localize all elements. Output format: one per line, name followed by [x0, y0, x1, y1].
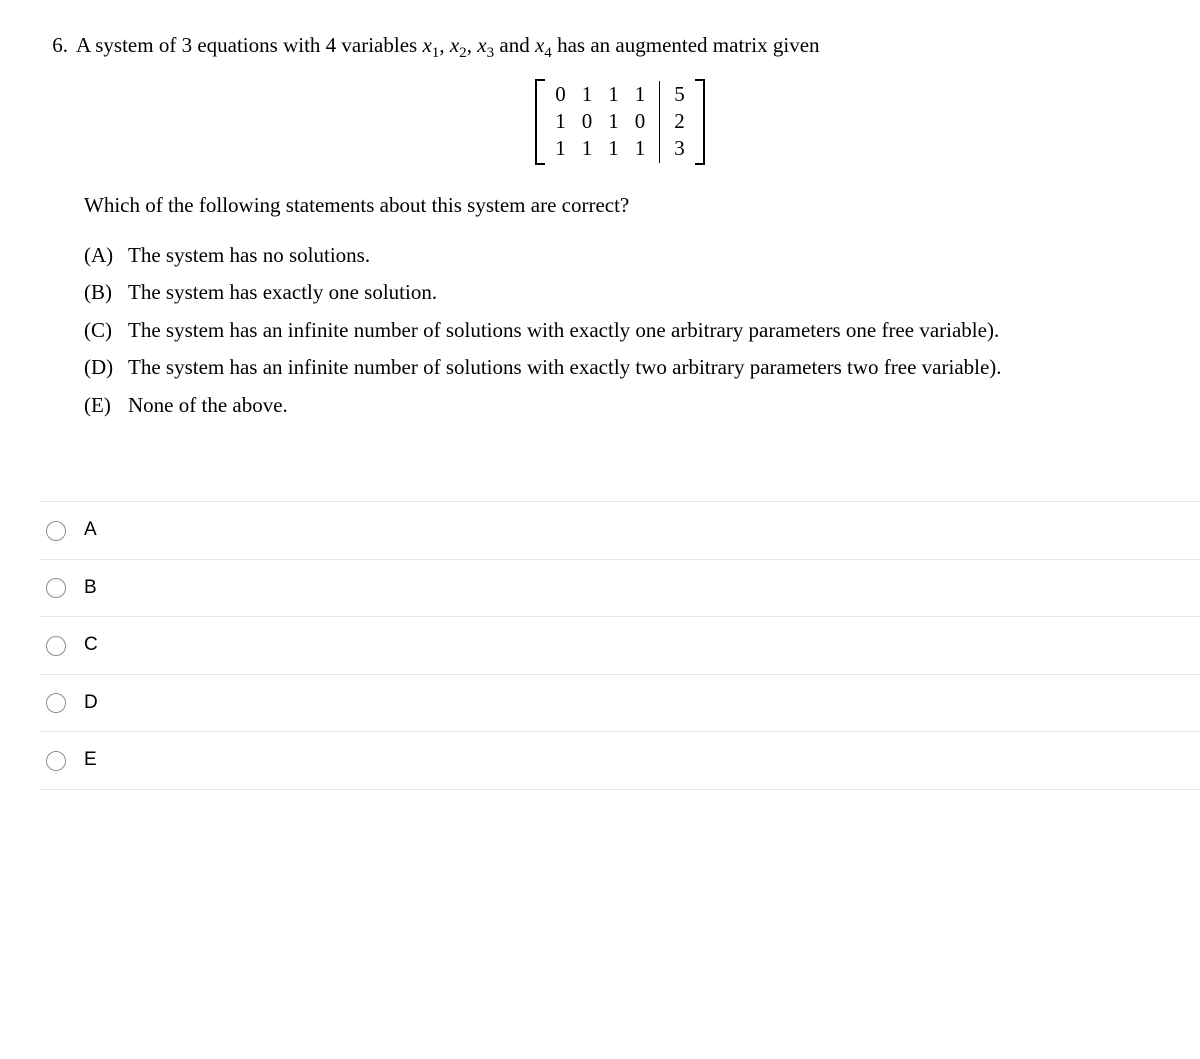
answer-label: C — [84, 631, 98, 660]
question-number: 6. — [40, 30, 76, 62]
choice-item: (C)The system has an infinite number of … — [84, 315, 1200, 347]
matrix-cell: 1 — [608, 108, 619, 135]
matrix-cell: 1 — [635, 135, 646, 162]
choice-letter: (E) — [84, 390, 128, 422]
choice-text: None of the above. — [128, 390, 1200, 422]
answer-option-a[interactable]: A — [40, 501, 1200, 559]
matrix-cell: 1 — [608, 135, 619, 162]
choice-letter: (A) — [84, 240, 128, 272]
choice-text: The system has an infinite number of sol… — [128, 352, 1200, 384]
matrix-cell: 1 — [582, 135, 593, 162]
matrix-cell: 1 — [555, 135, 566, 162]
radio-icon[interactable] — [46, 521, 66, 541]
choice-letter: (B) — [84, 277, 128, 309]
matrix-cell: 0 — [635, 108, 646, 135]
augmented-matrix: 011101111101 523 — [40, 79, 1200, 174]
choice-item: (A)The system has no solutions. — [84, 240, 1200, 272]
choice-text: The system has no solutions. — [128, 240, 1200, 272]
radio-icon[interactable] — [46, 693, 66, 713]
choice-item: (E)None of the above. — [84, 390, 1200, 422]
sub-question: Which of the following statements about … — [84, 190, 1200, 222]
answer-label: E — [84, 746, 97, 775]
matrix-cell: 1 — [608, 81, 619, 108]
matrix-cell: 0 — [555, 81, 566, 108]
matrix-cell: 1 — [555, 108, 566, 135]
question-header: 6. A system of 3 equations with 4 variab… — [40, 30, 1200, 65]
choices-list: (A)The system has no solutions.(B)The sy… — [84, 240, 1200, 422]
answer-label: A — [84, 516, 97, 545]
answer-option-e[interactable]: E — [40, 731, 1200, 790]
radio-icon[interactable] — [46, 578, 66, 598]
matrix-cell: 5 — [674, 81, 685, 108]
choice-item: (D)The system has an infinite number of … — [84, 352, 1200, 384]
radio-icon[interactable] — [46, 636, 66, 656]
choice-item: (B)The system has exactly one solution. — [84, 277, 1200, 309]
radio-icon[interactable] — [46, 751, 66, 771]
answer-options: ABCDE — [40, 501, 1200, 790]
matrix-cell: 1 — [582, 81, 593, 108]
matrix-cell: 1 — [635, 81, 646, 108]
answer-option-c[interactable]: C — [40, 616, 1200, 674]
matrix-cell: 0 — [582, 108, 593, 135]
question-intro: A system of 3 equations with 4 variables… — [76, 30, 1200, 65]
matrix-cell: 2 — [674, 108, 685, 135]
choice-text: The system has an infinite number of sol… — [128, 315, 1200, 347]
answer-option-d[interactable]: D — [40, 674, 1200, 732]
answer-option-b[interactable]: B — [40, 559, 1200, 617]
choice-letter: (C) — [84, 315, 128, 347]
choice-text: The system has exactly one solution. — [128, 277, 1200, 309]
choice-letter: (D) — [84, 352, 128, 384]
answer-label: D — [84, 689, 98, 718]
matrix-cell: 3 — [674, 135, 685, 162]
answer-label: B — [84, 574, 97, 603]
